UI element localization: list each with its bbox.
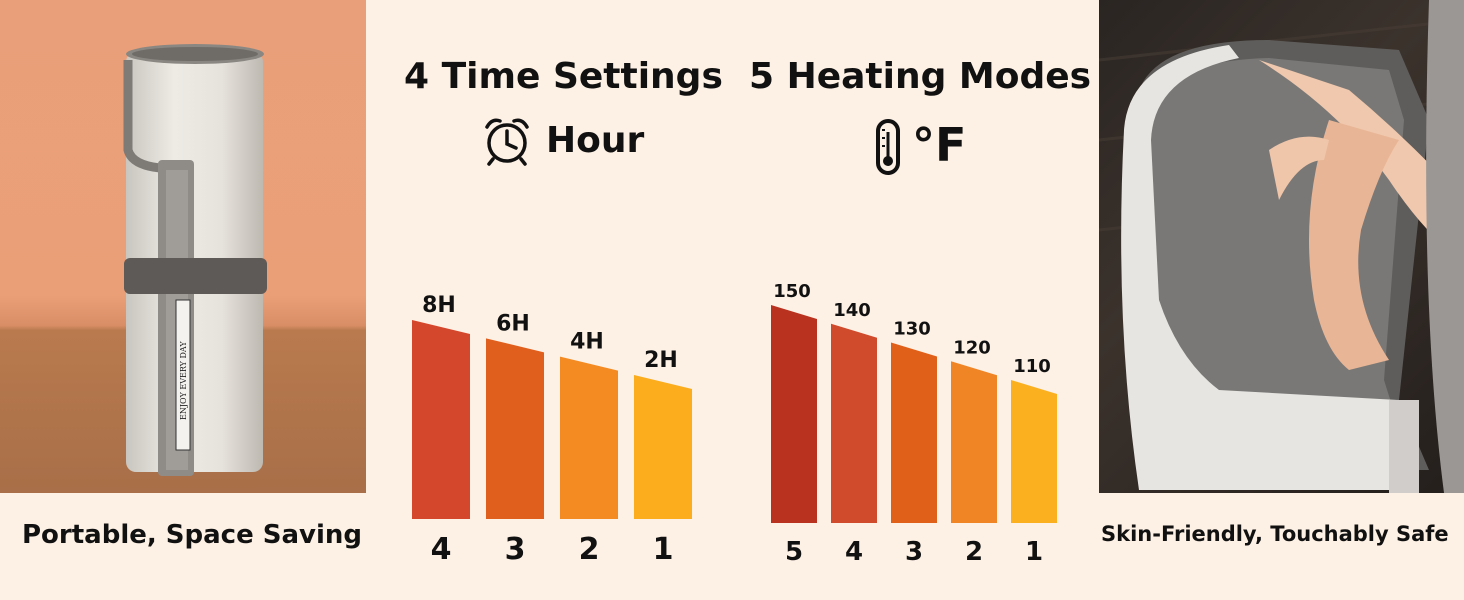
heating-modes-title: 5 Heating Modes: [749, 56, 1092, 97]
chart1-data-label-4: 8H: [422, 293, 456, 318]
chart1-data-label-3: 6H: [496, 311, 530, 336]
chart2-tick-label-2: 2: [965, 537, 983, 567]
chart2-bar-2: [951, 361, 997, 523]
chart2-tick-label-4: 4: [845, 537, 863, 567]
chart1-data-label-1: 2H: [644, 348, 678, 373]
thermometer-icon: [876, 119, 900, 175]
time-settings-title: 4 Time Settings: [404, 56, 723, 97]
chart2-bar-4: [831, 323, 877, 523]
product-photo-rolled: ENJOY EVERY DAY: [0, 0, 366, 493]
chart1-data-label-2: 4H: [570, 330, 604, 355]
alarm-clock-icon: [485, 118, 529, 166]
product-label-text: ENJOY EVERY DAY: [179, 341, 188, 420]
chart1-bar-4: [412, 320, 470, 519]
caption-skin-friendly: Skin-Friendly, Touchably Safe: [1101, 522, 1449, 546]
heat-unit-label: °F: [912, 118, 967, 172]
time-settings-chart: 8H 4 6H 3 4H 2 2H 1: [412, 293, 692, 567]
chart2-tick-label-3: 3: [905, 537, 923, 567]
chart2-data-label-4: 140: [833, 300, 871, 321]
rolled-warmer-illustration: ENJOY EVERY DAY: [123, 44, 267, 476]
chart2-tick-label-1: 1: [1025, 537, 1043, 567]
caption-portable: Portable, Space Saving: [22, 520, 363, 550]
chart2-bar-5: [771, 305, 817, 523]
time-unit-label: Hour: [546, 120, 645, 161]
chart1-tick-label-4: 4: [431, 532, 452, 567]
chart2-data-label-1: 110: [1013, 356, 1051, 377]
chart2-bar-3: [891, 342, 937, 523]
chart1-tick-label-2: 2: [579, 532, 600, 567]
chart1-tick-label-1: 1: [653, 532, 674, 567]
chart1-bar-3: [486, 338, 544, 519]
chart2-bar-1: [1011, 380, 1057, 523]
chart2-tick-label-5: 5: [785, 537, 803, 567]
chart1-bar-2: [560, 356, 618, 519]
in-use-illustration: [1099, 0, 1464, 493]
chart1-bar-1: [634, 375, 692, 519]
chart2-data-label-5: 150: [773, 281, 811, 302]
chart2-data-label-2: 120: [953, 337, 991, 358]
product-photo-in-use: [1099, 0, 1464, 493]
chart1-tick-label-3: 3: [505, 532, 526, 567]
heating-modes-chart: 150 5 140 4 130 3 120 2 110 1: [771, 281, 1057, 567]
chart2-data-label-3: 130: [893, 319, 931, 340]
